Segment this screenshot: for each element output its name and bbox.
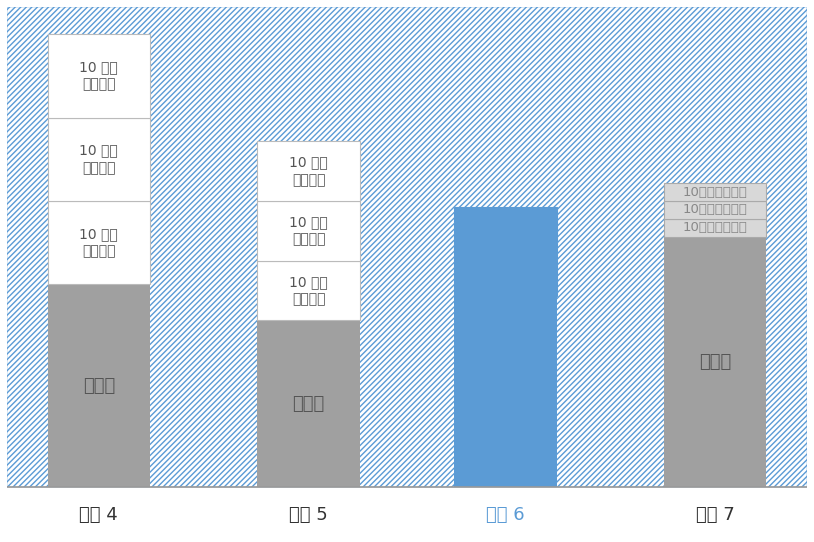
Bar	[664, 237, 767, 487]
Text: 10 年間
冷暖房費: 10 年間 冷暖房費	[80, 60, 118, 92]
Text: 建築費: 建築費	[489, 383, 522, 401]
Bar	[454, 207, 557, 237]
Text: 建築費: 建築費	[83, 377, 115, 395]
Text: 10 年間
冷暖房費: 10 年間 冷暖房費	[80, 227, 118, 259]
Bar	[664, 183, 767, 201]
Bar	[47, 285, 150, 487]
Bar	[257, 141, 360, 201]
Bar	[454, 267, 557, 296]
Bar	[47, 118, 150, 201]
Text: 10 年間
冷暖房費: 10 年間 冷暖房費	[289, 156, 328, 187]
Bar	[454, 296, 557, 487]
Bar	[47, 201, 150, 285]
Bar	[47, 34, 150, 118]
Text: 10 年間
冷暖房費: 10 年間 冷暖房費	[289, 275, 328, 306]
Text: 10年間冷暖房費: 10年間冷暖房費	[473, 275, 538, 288]
Text: 建築費: 建築費	[699, 353, 731, 371]
Text: 10年間冷暖房費: 10年間冷暖房費	[683, 203, 748, 216]
Bar	[454, 237, 557, 267]
Bar	[257, 261, 360, 320]
Text: 等絑 7: 等絑 7	[696, 506, 734, 524]
Text: 等絑 4: 等絑 4	[80, 506, 118, 524]
Text: 10年間冷暖房費: 10年間冷暖房費	[683, 221, 748, 234]
Text: 10年間冷暖房費: 10年間冷暖房費	[473, 245, 538, 258]
Text: 10年間冷暖房費: 10年間冷暖房費	[473, 215, 538, 228]
Text: 10 年間
冷暖房費: 10 年間 冷暖房費	[80, 144, 118, 175]
Bar	[664, 219, 767, 237]
Text: 10 年間
冷暖房費: 10 年間 冷暖房費	[289, 215, 328, 247]
Bar	[257, 201, 360, 261]
Text: 等絑 5: 等絑 5	[289, 506, 328, 524]
Text: 建築費: 建築費	[292, 395, 325, 412]
Text: 等絑 6: 等絑 6	[486, 506, 525, 524]
Bar	[257, 320, 360, 487]
Bar	[664, 201, 767, 219]
Text: 10年間冷暖房費: 10年間冷暖房費	[683, 185, 748, 198]
